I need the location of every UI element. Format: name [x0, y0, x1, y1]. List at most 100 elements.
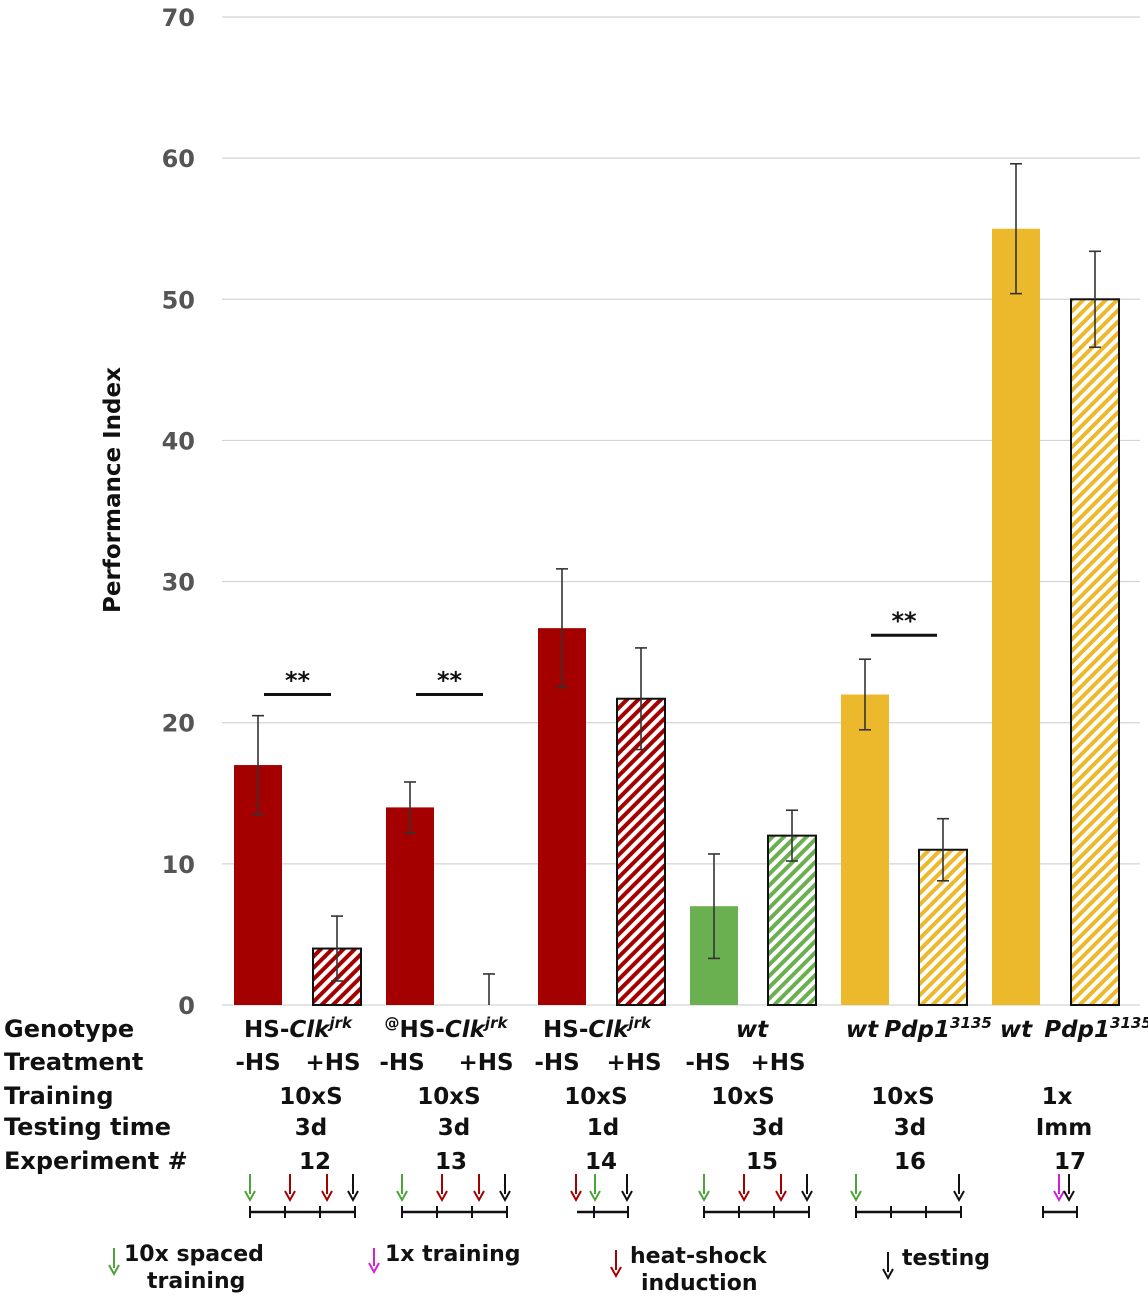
training-label: 10xS: [871, 1084, 934, 1110]
treatment-label: +HS: [606, 1050, 661, 1076]
condition-table: Genotype Treatment Training Testing time…: [4, 1014, 1148, 1175]
timeline-arrow-red: [321, 1174, 333, 1203]
experiment-number: 14: [585, 1149, 617, 1175]
significance-label: **: [437, 666, 463, 694]
row-label-experiment: Experiment #: [4, 1147, 188, 1175]
arrow-head: [321, 1190, 333, 1203]
y-tick-label: 20: [162, 710, 195, 738]
arrow-head: [284, 1190, 296, 1203]
testing-time-label: 3d: [894, 1115, 926, 1141]
legend-arrow-single: [368, 1248, 380, 1275]
timeline-arrow-black: [1063, 1174, 1075, 1203]
protocol-timeline: [1042, 1174, 1078, 1218]
y-tick-label: 50: [162, 286, 195, 314]
experiment-number: 12: [299, 1149, 331, 1175]
arrow-head: [1063, 1190, 1075, 1203]
legend-arrow-heat: [610, 1250, 622, 1279]
legend-arrow-testing: [882, 1252, 894, 1281]
genotype-label: wt: [846, 1017, 879, 1043]
row-label-training: Training: [4, 1082, 114, 1110]
timeline-arrow-red: [473, 1174, 485, 1203]
legend-spaced-line1: 10x spaced: [124, 1242, 264, 1267]
protocol-timelines: [244, 1174, 1078, 1218]
y-axis-label: Performance Index: [100, 367, 126, 613]
arrow-head: [801, 1190, 813, 1203]
timeline-arrow-green: [244, 1174, 256, 1203]
arrow-head: [589, 1190, 601, 1203]
arrow-head: [499, 1190, 511, 1203]
protocol-timeline: [698, 1174, 813, 1218]
experiment-row: 12 13 14 15 16 17: [299, 1149, 1086, 1175]
bars: [234, 228, 1120, 1007]
timeline-arrow-green: [698, 1174, 710, 1203]
protocol-timeline: [850, 1174, 965, 1218]
arrow-head: [953, 1190, 965, 1203]
timeline-arrow-black: [347, 1174, 359, 1203]
arrow-head: [347, 1190, 359, 1203]
timeline-arrow-red: [570, 1174, 582, 1203]
bar: [992, 228, 1040, 1005]
gridlines: [222, 16, 1140, 1006]
treatment-label: +HS: [458, 1050, 513, 1076]
y-tick-label: 70: [162, 4, 195, 32]
arrow-head: [621, 1190, 633, 1203]
arrow-head: [850, 1190, 862, 1203]
genotype-label: wt: [1000, 1017, 1033, 1043]
genotype-label: @HS-Clkjrk: [385, 1014, 509, 1043]
protocol-timeline: [244, 1174, 359, 1218]
arrow-head: [570, 1190, 582, 1203]
error-bars: [252, 162, 1101, 1005]
row-label-genotype: Genotype: [4, 1015, 134, 1043]
bar: [1070, 298, 1120, 1006]
treatment-label: -HS: [685, 1050, 730, 1076]
y-tick-label: 40: [162, 427, 195, 455]
timeline-arrow-black: [621, 1174, 633, 1203]
arrow-head: [473, 1190, 485, 1203]
experiment-number: 17: [1054, 1149, 1086, 1175]
y-axis-ticks: 0 10 20 30 40 50 60 70: [162, 4, 195, 1020]
timeline-arrow-red: [738, 1174, 750, 1203]
timeline-arrow-green: [589, 1174, 601, 1203]
experiment-number: 13: [435, 1149, 467, 1175]
arrow-head: [436, 1190, 448, 1203]
experiment-number: 16: [894, 1149, 926, 1175]
testing-time-label: Imm: [1036, 1115, 1093, 1141]
training-label: 10xS: [279, 1084, 342, 1110]
legend-heat-line2: induction: [641, 1271, 758, 1296]
y-tick-label: 60: [162, 145, 195, 173]
treatment-row: -HS +HS -HS +HS -HS +HS -HS +HS: [235, 1050, 805, 1076]
genotype-row: HS-Clkjrk @HS-Clkjrk HS-Clkjrk wt wt Pdp13135…: [244, 1014, 1148, 1043]
arrow-head: [610, 1266, 622, 1279]
training-label: 10xS: [417, 1084, 480, 1110]
experiment-number: 15: [746, 1149, 778, 1175]
arrow-head: [396, 1190, 408, 1203]
arrow-head: [698, 1190, 710, 1203]
timeline-arrow-black: [499, 1174, 511, 1203]
significance-markers: ** ** **: [264, 607, 937, 696]
bar: [538, 628, 586, 1005]
timeline-arrow-red: [775, 1174, 787, 1203]
legend-spaced-line2: training: [147, 1269, 245, 1294]
bar: [386, 807, 434, 1005]
timeline-arrow-black: [953, 1174, 965, 1203]
legend-arrow-spaced: [108, 1248, 120, 1277]
treatment-label: -HS: [235, 1050, 280, 1076]
testing-time-label: 3d: [295, 1115, 327, 1141]
training-label: 1x: [1042, 1084, 1073, 1110]
legend: 10x spaced training 1x training heat-sho…: [108, 1242, 990, 1296]
timeline-arrow-red: [284, 1174, 296, 1203]
training-label: 10xS: [564, 1084, 627, 1110]
significance-label: **: [285, 666, 311, 694]
arrow-head: [108, 1264, 120, 1277]
row-label-treatment: Treatment: [4, 1048, 143, 1076]
legend-heat-line1: heat-shock: [630, 1244, 768, 1269]
timeline-arrow-magenta: [1053, 1174, 1065, 1203]
treatment-label: -HS: [534, 1050, 579, 1076]
treatment-label: -HS: [379, 1050, 424, 1076]
significance-label: **: [891, 607, 917, 635]
testing-time-label: 1d: [587, 1115, 619, 1141]
training-row: 10xS 10xS 10xS 10xS 10xS 1x: [279, 1084, 1072, 1110]
genotype-label: Pdp13135: [884, 1014, 992, 1043]
genotype-label: HS-Clkjrk: [543, 1014, 652, 1043]
